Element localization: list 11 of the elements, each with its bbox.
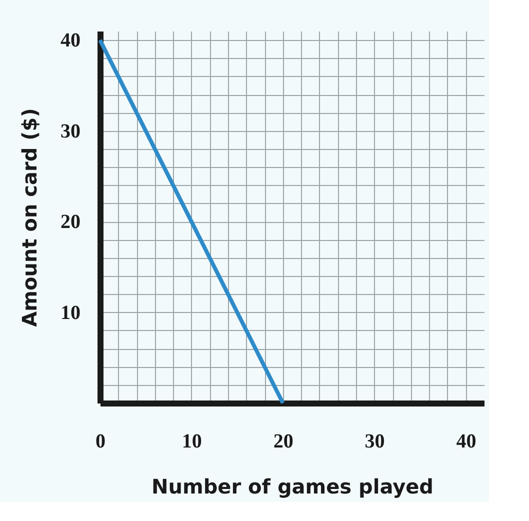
x-tick-label: 30 [364, 430, 385, 452]
y-tick-label: 40 [60, 30, 80, 52]
x-tick-label: 20 [273, 430, 294, 452]
x-tick-label: 10 [182, 430, 202, 452]
x-axis-title: Number of games played [152, 474, 434, 498]
x-tick-label: 40 [456, 430, 476, 452]
y-axis-title: Amount on card ($) [18, 108, 42, 327]
y-tick-label: 20 [60, 211, 80, 234]
y-tick-label: 30 [60, 120, 80, 142]
x-tick-label: 0 [96, 430, 106, 452]
y-tick-label: 10 [60, 302, 80, 324]
